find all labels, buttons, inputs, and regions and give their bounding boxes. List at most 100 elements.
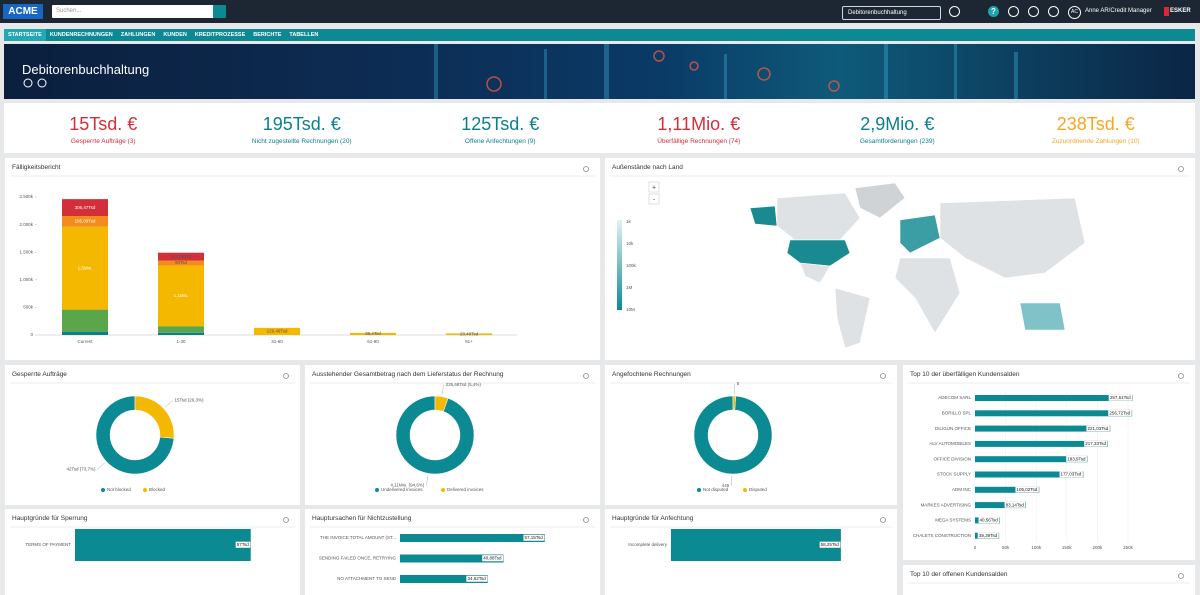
brand-mark (1164, 7, 1169, 16)
bar (975, 471, 1084, 478)
nav-tab[interactable]: KUNDENRECHNUNGEN (49, 32, 113, 38)
data-label: 42Tsd (73,7%) (66, 467, 96, 472)
nav-bar: STARTSEITE KUNDENRECHNUNGEN ZAHLUNGEN KUNDE… (4, 29, 1195, 41)
kpi-label: Überfällige Rechnungen (74) (657, 138, 741, 145)
panel-canvas: THE INVOICE TOTAL AMOUNT (ST... 57,15Tsd S… (310, 517, 595, 583)
kpi-value: 1,11Mio. € (657, 114, 741, 134)
data-label: 90Tsd (175, 260, 188, 265)
bar (975, 486, 1040, 493)
label-box (1015, 486, 1039, 493)
nav-tab[interactable]: ZAHLUNGEN (120, 32, 156, 38)
bar (975, 456, 1088, 463)
nav-tab[interactable]: KREDITPROZESSE (194, 32, 246, 38)
nav-tab[interactable]: STARTSEITE (4, 29, 46, 41)
data-label: 1,5Mio. (78, 265, 93, 270)
top-bar: ACME Suchen... Debitorenbuchhaltung ? AC… (0, 0, 1200, 23)
panel-canvas: 0 500k 1.000k 1.500k 2.000k 2.500k Current 1,5M… (10, 166, 595, 344)
x-tick-label: 91+ (465, 339, 473, 344)
zoom-button[interactable] (648, 193, 660, 205)
donut-slice (95, 395, 175, 475)
help-button[interactable]: ? (988, 6, 999, 17)
search-icon[interactable] (1178, 166, 1184, 172)
kpi-value: 125Tsd. € (461, 114, 540, 134)
search-button[interactable] (213, 5, 226, 18)
data-label: 195,09Tsd (75, 219, 96, 224)
data-label: 183,9Tsd (1067, 456, 1086, 461)
lock-icon[interactable] (1048, 6, 1059, 17)
search-icon[interactable] (583, 373, 589, 379)
kpi[interactable]: 238Tsd. € Zuzuordnende Zahlungen (10) (997, 103, 1196, 153)
kpi[interactable]: 2,9Mio. € Gesamtforderungen (239) (798, 103, 997, 153)
bar-segment (158, 252, 204, 261)
panel-canvas: 42Tsd (73,7%) Not blocked 15Tsd (26,3%) Blo… (10, 373, 295, 492)
leader-line (165, 400, 173, 408)
search-icon[interactable] (880, 373, 886, 379)
country (786, 239, 851, 267)
nav-tab[interactable]: TABELLEN (289, 32, 319, 38)
zoom-label: - (653, 196, 656, 203)
nav-tab[interactable]: BERICHTE (253, 32, 282, 38)
kpi[interactable]: 125Tsd. € Offene Anfechtungen (9) (401, 103, 600, 153)
kpi[interactable]: 15Tsd. € Gesperrte Aufträge (3) (4, 103, 203, 153)
data-label: 28,48Tsd (460, 331, 479, 336)
notification-icon[interactable] (1008, 6, 1019, 17)
leader-line (441, 384, 444, 395)
label-box (1086, 425, 1110, 432)
bar-segment (62, 199, 108, 217)
avatar[interactable]: AC (1068, 6, 1081, 19)
kpi[interactable]: 1,11Mio. € Überfällige Rechnungen (74) (600, 103, 799, 153)
panel-title: Angefochtene Rechnungen (612, 371, 691, 378)
x-tick-label: 1-30 (176, 339, 186, 344)
panel: 445 Not disputed 5 Disputed Angefochtene Rec… (605, 365, 897, 505)
y-tick-label: 500k (23, 305, 34, 310)
search-icon[interactable] (283, 517, 289, 523)
x-tick-label: 31-60 (271, 339, 283, 344)
legend-label: Delivered invoices (447, 487, 484, 492)
bar-segment (62, 216, 108, 227)
category-label: DILIGUN OFFICE (935, 426, 971, 431)
search-icon[interactable] (583, 517, 589, 523)
zoom-button[interactable] (648, 181, 660, 193)
category-label: MARKES ADVERTISING (921, 502, 972, 507)
filter-icon[interactable] (949, 6, 960, 17)
donut-slice (732, 395, 736, 411)
panel-canvas: 4,11Mio. (94,6%)Undelivered invoices 235,… (310, 373, 595, 492)
bar (400, 554, 504, 563)
data-label: 38,4Tsd (365, 331, 381, 336)
kpi-value: 195Tsd. € (262, 114, 341, 134)
x-tick-label: 250k (1123, 545, 1134, 550)
kpi-label: Nicht zugestellte Rechnungen (20) (251, 138, 352, 145)
legend-swatch (697, 488, 701, 492)
search-icon[interactable] (1178, 373, 1184, 379)
search-icon[interactable] (880, 517, 886, 523)
legend-swatch (743, 488, 747, 492)
y-tick-label: 1.500k (19, 249, 33, 254)
data-label: 129,49Tsd (267, 329, 288, 334)
label-box (466, 575, 488, 582)
settings-icon[interactable] (1028, 6, 1039, 17)
bar (671, 529, 841, 561)
label-box (1108, 409, 1132, 417)
search-icon[interactable] (283, 373, 289, 379)
nav-tab[interactable]: KUNDEN (163, 32, 187, 38)
search-icon[interactable] (1178, 573, 1184, 579)
kpi[interactable]: 195Tsd. € Nicht zugestellte Rechnungen (2… (203, 103, 402, 153)
kpi-label: Offene Anfechtungen (9) (464, 138, 536, 145)
search-box[interactable]: Suchen... (52, 5, 214, 18)
kpi-label: Zuzuordnende Zahlungen (10) (1051, 138, 1140, 145)
data-label: 235,68Tsd (5,4%) (446, 382, 482, 387)
label-box (235, 541, 251, 548)
bar-segment (158, 326, 204, 333)
kpi-label: Gesperrte Aufträge (3) (70, 138, 136, 145)
dataset-dropdown[interactable]: Debitorenbuchhaltung (842, 6, 941, 20)
category-label: OFFICE DIVISION (933, 456, 971, 461)
logo[interactable]: ACME (3, 4, 43, 19)
bar (975, 410, 1133, 417)
user-name[interactable]: Anne AR/Credit Manager (1085, 8, 1152, 14)
zoom-label: + (652, 184, 656, 191)
legend-swatch (375, 488, 379, 492)
donut-slice (693, 395, 773, 475)
legend-label: Blocked (149, 487, 166, 492)
country (939, 197, 1086, 279)
search-icon[interactable] (583, 166, 589, 172)
